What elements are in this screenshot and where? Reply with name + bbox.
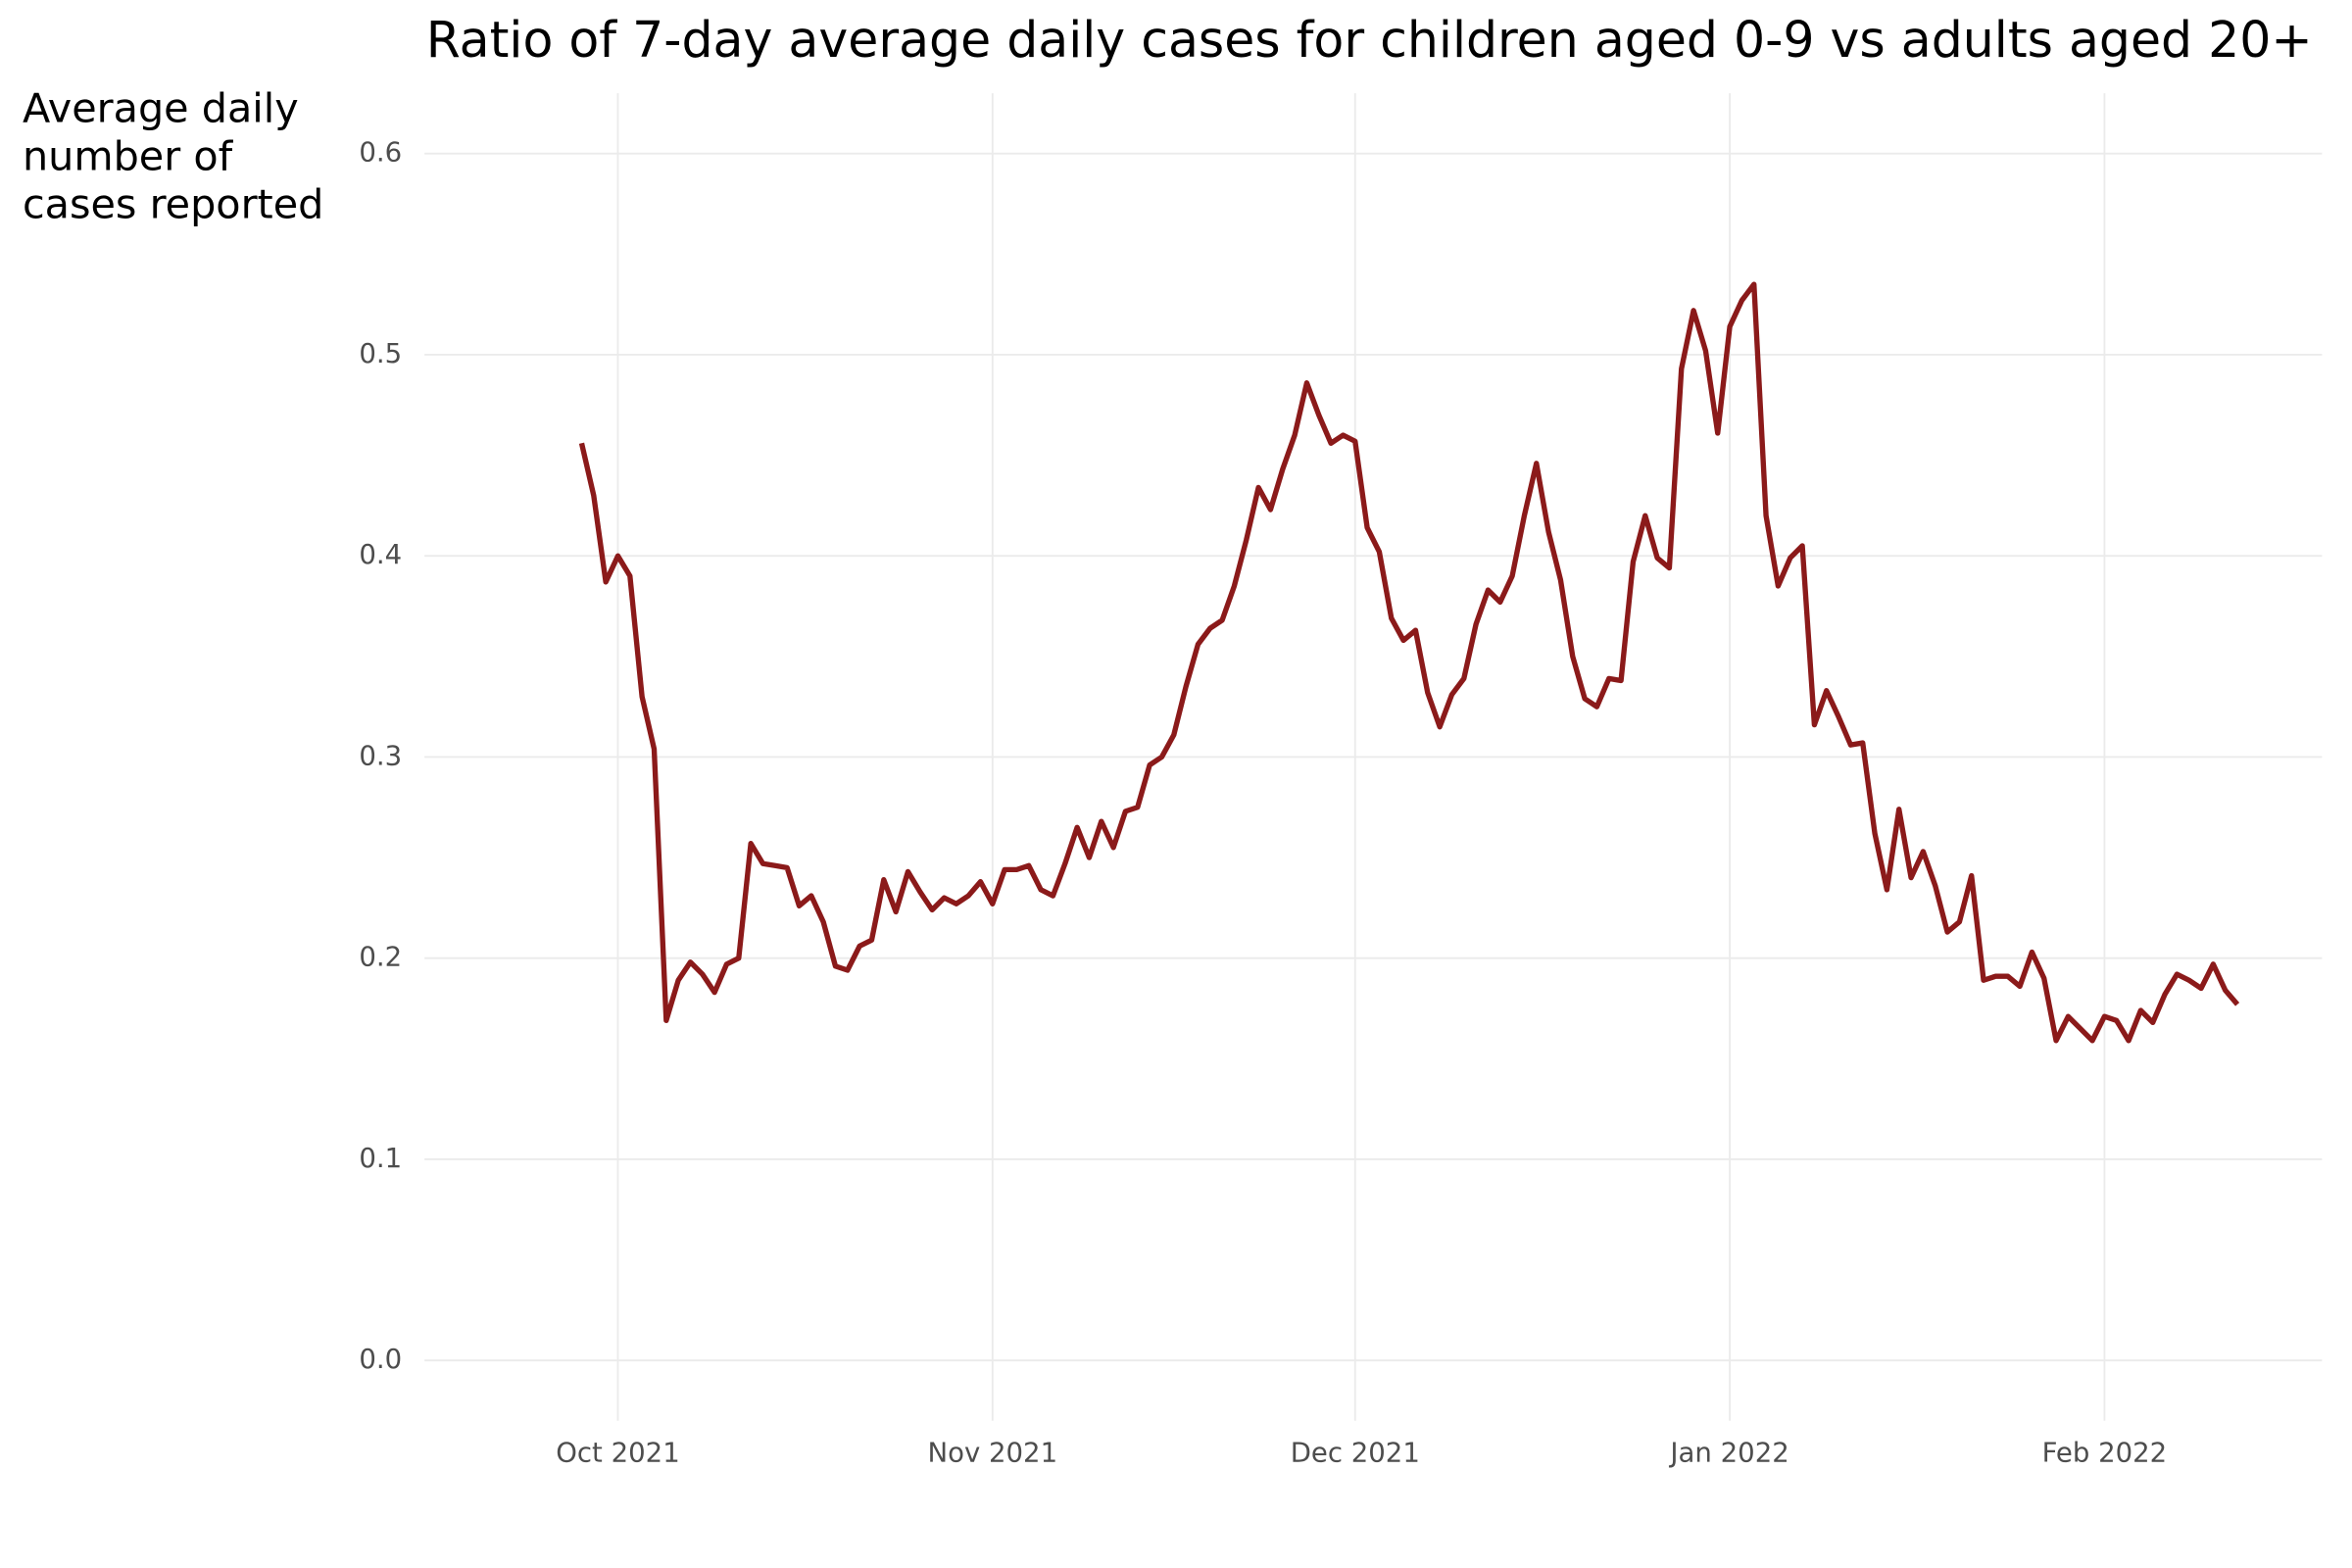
y-tick-label: 0.1 (359, 1143, 402, 1174)
x-tick-label: Dec 2021 (1291, 1437, 1420, 1468)
data-line (578, 281, 2240, 1044)
y-axis-label: cases reported (23, 180, 323, 227)
x-tick-label: Jan 2022 (1668, 1437, 1788, 1468)
x-tick-label: Oct 2021 (556, 1437, 680, 1468)
y-tick-label: 0.0 (359, 1344, 402, 1375)
y-axis-label: number of (23, 133, 234, 180)
y-tick-label: 0.3 (359, 740, 402, 771)
chart-title: Ratio of 7-day average daily cases for c… (426, 11, 2313, 69)
y-axis-label: Average daily (23, 85, 299, 132)
y-tick-label: 0.6 (359, 137, 402, 169)
x-tick-label: Feb 2022 (2042, 1437, 2168, 1468)
y-tick-label: 0.2 (359, 942, 402, 973)
y-tick-label: 0.4 (359, 539, 402, 570)
y-tick-label: 0.5 (359, 338, 402, 369)
x-tick-label: Nov 2021 (927, 1437, 1057, 1468)
